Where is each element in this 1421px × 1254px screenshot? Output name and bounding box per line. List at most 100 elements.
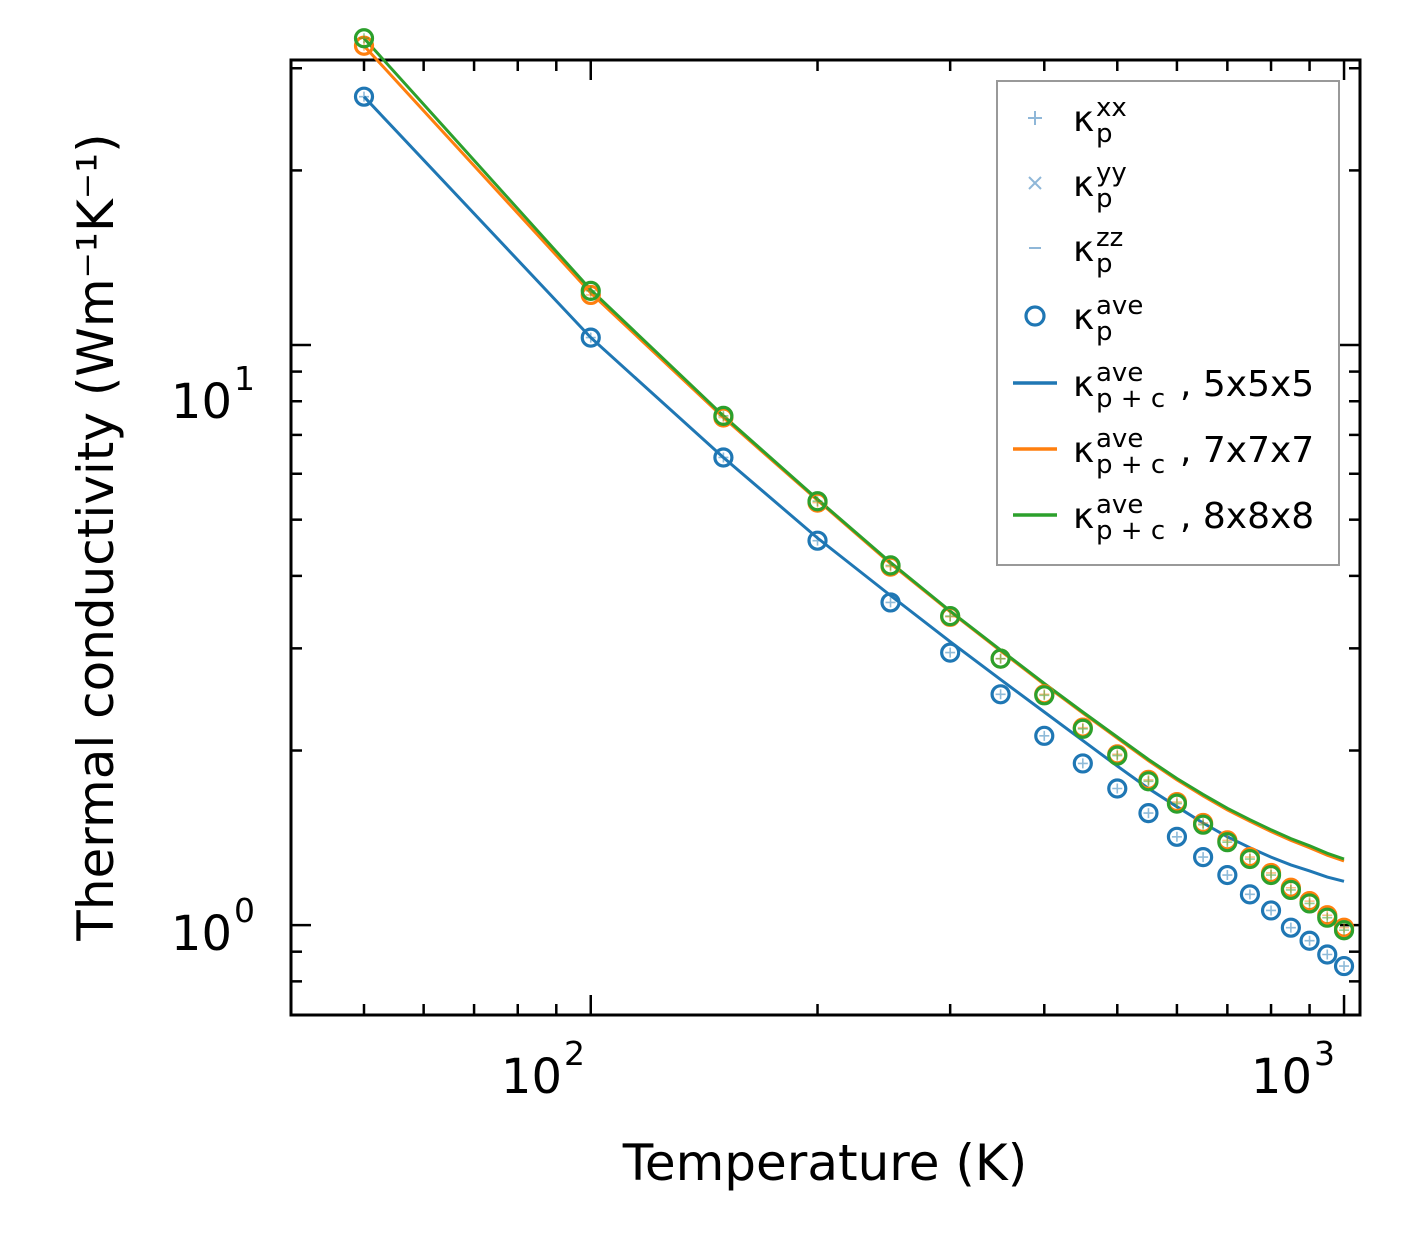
y-tick-exponent-1: 0: [234, 891, 255, 930]
component-marker-s2-2: [718, 410, 729, 421]
component-marker-s0-5: [945, 647, 956, 658]
legend-superscript-5: ave: [1096, 424, 1143, 454]
point-marker-s0-15: [1260, 900, 1282, 921]
legend-cross-marker: [1028, 176, 1042, 190]
x-tick-exponent-100: 2: [564, 1034, 585, 1073]
component-marker-s2-18: [1322, 912, 1333, 923]
legend-symbol: κ: [1073, 297, 1094, 338]
series-line-2: [362, 37, 1345, 861]
component-marker-s2-6: [995, 653, 1006, 664]
legend-symbol: κ: [1073, 430, 1094, 471]
component-marker-s0-14: [1244, 889, 1255, 900]
component-marker-s0-3: [812, 535, 823, 546]
legend-label-6: κ , 8x8x8: [1073, 496, 1314, 537]
component-marker-s2-11: [1171, 798, 1182, 809]
point-marker-s0-1: [580, 327, 601, 348]
legend-plus-marker: [1028, 111, 1042, 125]
legend-symbol: κ: [1073, 99, 1094, 140]
component-marker-s2-9: [1112, 750, 1123, 761]
legend-label-0: κ: [1073, 99, 1094, 140]
component-marker-s2-12: [1198, 819, 1209, 830]
point-marker-s2-14: [1239, 848, 1261, 870]
point-marker-s2-9: [1107, 745, 1128, 766]
point-marker-s0-7: [1034, 725, 1055, 746]
component-marker-s0-4: [885, 597, 896, 608]
point-marker-s0-11: [1166, 826, 1188, 847]
component-marker-s2-0: [359, 33, 369, 44]
point-marker-s2-12: [1193, 814, 1214, 835]
point-marker-s0-19: [1333, 955, 1355, 977]
legend-superscript-3: ave: [1096, 291, 1143, 321]
component-marker-s0-2: [718, 452, 729, 463]
point-marker-s0-13: [1217, 864, 1238, 886]
legend-subscript-1: p: [1096, 184, 1113, 214]
legend-label-4: κ , 5x5x5: [1073, 364, 1314, 405]
legend-subscript-4: p + c: [1096, 384, 1165, 414]
legend-entry-0: κ pxx: [1028, 93, 1127, 149]
component-marker-s2-13: [1222, 837, 1233, 848]
component-marker-s2-1: [585, 285, 596, 296]
axes-frame: [289, 58, 1362, 1017]
point-marker-s2-3: [807, 491, 828, 512]
legend-symbol: κ: [1073, 496, 1094, 537]
point-marker-s2-11: [1166, 793, 1188, 814]
legend-box: [996, 80, 1340, 566]
component-marker-s2-7: [1039, 690, 1050, 701]
legend-symbol: κ: [1073, 229, 1094, 270]
point-marker-s2-4: [880, 555, 901, 576]
x-tick-label-100: 10: [501, 1049, 562, 1105]
legend-subscript-6: p + c: [1096, 516, 1165, 546]
point-marker-s2-5: [940, 605, 961, 627]
y-tick-label-10: 10: [171, 374, 232, 430]
legend-superscript-1: yy: [1096, 158, 1127, 188]
component-marker-s0-7: [1039, 730, 1050, 741]
point-marker-s2-1: [580, 280, 601, 301]
component-marker-s2-4: [885, 560, 896, 571]
component-marker-s0-8: [1077, 758, 1088, 769]
component-marker-s0-11: [1171, 831, 1182, 842]
component-marker-s2-15: [1266, 870, 1277, 881]
component-marker-s0-13: [1222, 870, 1233, 881]
y-tick-label-1: 10: [171, 906, 232, 962]
legend-subscript-0: p: [1096, 119, 1113, 149]
legend-superscript-4: ave: [1096, 358, 1143, 388]
component-marker-s0-1: [585, 332, 596, 343]
component-marker-s0-16: [1285, 922, 1296, 933]
component-marker-s2-19: [1339, 925, 1350, 936]
component-marker-s0-12: [1198, 852, 1209, 863]
point-marker-s2-7: [1034, 685, 1055, 706]
plot-area: [289, 28, 1362, 1017]
point-marker-s2-6: [990, 648, 1011, 669]
x-tick-label-1000: 10: [1251, 1049, 1312, 1105]
point-marker-s0-2: [713, 447, 734, 468]
point-marker-s0-5: [940, 642, 961, 663]
component-marker-s0-15: [1266, 905, 1277, 916]
point-marker-s0-8: [1072, 753, 1093, 774]
component-marker-s0-19: [1339, 961, 1350, 972]
legend-entry-2: κ pzz: [1029, 223, 1123, 279]
component-marker-s0-10: [1143, 808, 1154, 819]
point-marker-s2-19: [1333, 920, 1355, 941]
legend-circle-marker: [1024, 305, 1046, 327]
component-marker-s0-0: [359, 91, 369, 102]
component-marker-s2-16: [1285, 884, 1296, 895]
legend-label-2: κ: [1073, 229, 1094, 270]
point-marker-s2-15: [1260, 864, 1282, 886]
legend-suffix: , 8x8x8: [1180, 496, 1314, 537]
point-marker-s0-14: [1239, 884, 1261, 905]
legend-suffix: , 5x5x5: [1180, 364, 1314, 405]
component-marker-s0-17: [1304, 935, 1315, 946]
point-marker-s2-18: [1317, 907, 1338, 928]
point-marker-s0-18: [1317, 944, 1338, 965]
point-marker-s2-0: [353, 28, 375, 49]
point-marker-s0-0: [353, 86, 375, 107]
series-line-0: [362, 95, 1345, 883]
point-marker-s0-16: [1280, 917, 1301, 938]
